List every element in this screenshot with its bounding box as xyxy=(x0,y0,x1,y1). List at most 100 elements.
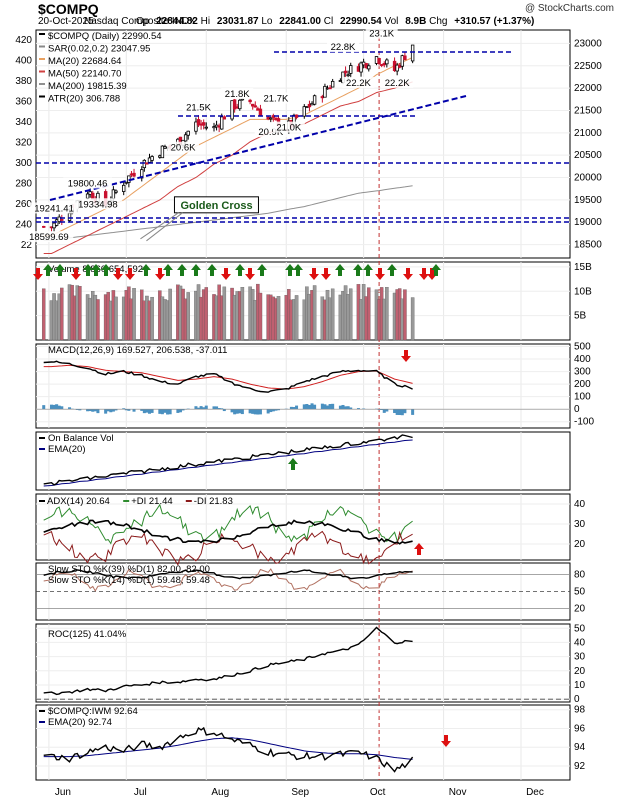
macd-histogram-bar xyxy=(148,409,152,414)
price-right-tick: 19500 xyxy=(574,195,602,206)
chg-value: +310.57 (+1.37%) xyxy=(454,16,535,27)
volume-down-arrow xyxy=(113,268,123,280)
macd-histogram-bar xyxy=(68,407,72,410)
macd-histogram-bar xyxy=(60,406,64,410)
price-annotation-bg xyxy=(259,92,292,104)
price-annotation-bg xyxy=(254,126,287,138)
month-label-nov: Nov xyxy=(449,787,467,798)
macd-right-tick: -100 xyxy=(574,417,594,428)
roc-right-tick: 10 xyxy=(574,680,586,691)
macd-histogram-bar xyxy=(204,405,208,410)
price-legend-entry: ATR(20) 306.788 xyxy=(48,94,120,105)
macd-histogram-bar xyxy=(274,409,278,411)
candle-body xyxy=(359,62,363,73)
legend-swatch xyxy=(39,45,45,48)
volume-right-tick: 5B xyxy=(574,311,587,322)
price-annotation: 21.7K xyxy=(263,94,288,105)
vol-value: 8.9B xyxy=(405,16,427,27)
candle-body xyxy=(150,156,154,161)
macd-histogram-bar xyxy=(132,409,136,412)
stoch39-line xyxy=(43,569,413,580)
ratio-legend-entry: $COMPQ:IWM 92.64 xyxy=(48,706,138,717)
macd-histogram-bar xyxy=(78,409,82,411)
price-annotation-bg xyxy=(29,202,79,214)
macd-histogram-bar xyxy=(42,405,46,410)
legend-swatch xyxy=(185,500,192,502)
volume-bar xyxy=(403,289,407,341)
volume-bar xyxy=(96,299,100,341)
price-right-tick: 22500 xyxy=(574,61,602,72)
candle-body xyxy=(410,44,415,62)
month-label-sep: Sep xyxy=(291,787,309,798)
candle-body xyxy=(385,59,389,65)
price-right-tick: 18500 xyxy=(574,240,602,251)
price-annotation-bg xyxy=(73,198,123,210)
candle-body xyxy=(269,117,273,120)
volume-up-arrow xyxy=(141,264,151,276)
macd-histogram-bar xyxy=(111,409,115,412)
obv-legend-entry: On Balance Vol xyxy=(48,433,114,444)
price-right-tick: 19000 xyxy=(574,217,602,228)
volume-bar xyxy=(294,295,299,341)
legend-swatch xyxy=(39,95,45,98)
price-left-tick: 280 xyxy=(15,179,32,190)
adx-right-tick: 40 xyxy=(574,499,586,510)
macd-histogram-bar xyxy=(140,409,144,411)
volume-bar xyxy=(385,287,389,341)
macd-histogram-bar xyxy=(349,407,353,410)
macd-histogram-bar xyxy=(150,409,154,413)
macd-histogram-bar xyxy=(395,409,399,415)
roc-right-tick: 20 xyxy=(574,666,586,677)
ratio-right-tick: 94 xyxy=(574,742,586,753)
stoch-right-tick: 80 xyxy=(574,569,586,580)
plus-di-line xyxy=(43,503,413,545)
candle-body xyxy=(395,64,399,72)
adx-legend-entry: -DI 21.83 xyxy=(194,496,233,507)
candle-body xyxy=(302,106,306,117)
macd-histogram-bar xyxy=(222,409,226,412)
pane-frame-2 xyxy=(35,343,571,429)
legend-swatch xyxy=(39,437,45,439)
price-legend-entry: MA(20) 22684.64 xyxy=(48,56,121,67)
stoch14-line xyxy=(43,568,413,592)
candle-body xyxy=(230,100,234,120)
price-right-tick: 23000 xyxy=(574,38,602,49)
macd-legend: MACD(12,26,9) 169.527, 206.538, -37.011 xyxy=(48,345,227,356)
vol-label: Vol xyxy=(384,16,399,27)
price-annotation-bg xyxy=(221,88,254,100)
candle-body xyxy=(328,87,332,90)
price-left-tick: 360 xyxy=(15,97,32,108)
legend-swatch xyxy=(123,500,130,502)
macd-histogram-bar xyxy=(302,404,306,410)
candle-body xyxy=(248,99,252,103)
macd-line xyxy=(43,360,413,393)
ohlc-readout: Op 22844.82 Hi 23031.87 Lo 22841.00 Cl 2… xyxy=(136,16,534,27)
candle-body xyxy=(114,190,118,193)
volume-up-arrow xyxy=(101,264,111,276)
price-left-tick: 380 xyxy=(15,76,32,87)
candle-body xyxy=(201,122,206,126)
macd-histogram-bar xyxy=(166,409,170,415)
volume-up-arrow xyxy=(83,264,93,276)
macd-histogram-bar xyxy=(356,408,360,410)
price-annotation-bg xyxy=(167,141,200,153)
stoch-legend-entry: Slow STO %K(14) %D(1) 59.48, 59.48 xyxy=(48,575,210,586)
candle-body xyxy=(222,116,227,120)
volume-up-arrow xyxy=(387,264,397,276)
volume-bar xyxy=(204,287,209,341)
macd-histogram-bar xyxy=(307,404,311,410)
ratio-line xyxy=(43,726,414,773)
rising-trendline xyxy=(49,95,467,201)
ratio-right-tick: 92 xyxy=(574,761,586,772)
candle-body xyxy=(377,58,381,65)
volume-bar xyxy=(410,297,415,341)
macd-histogram-bar xyxy=(235,409,239,414)
legend-swatch xyxy=(39,83,45,85)
macd-histogram-bar xyxy=(271,409,275,412)
macd-histogram-bar xyxy=(256,409,260,415)
adx-up-arrow xyxy=(414,543,424,555)
macd-signal-line xyxy=(43,364,413,390)
price-annotation-bg xyxy=(326,41,359,53)
price-annotation: 22.2K xyxy=(346,78,371,89)
volume-up-arrow xyxy=(363,264,373,276)
